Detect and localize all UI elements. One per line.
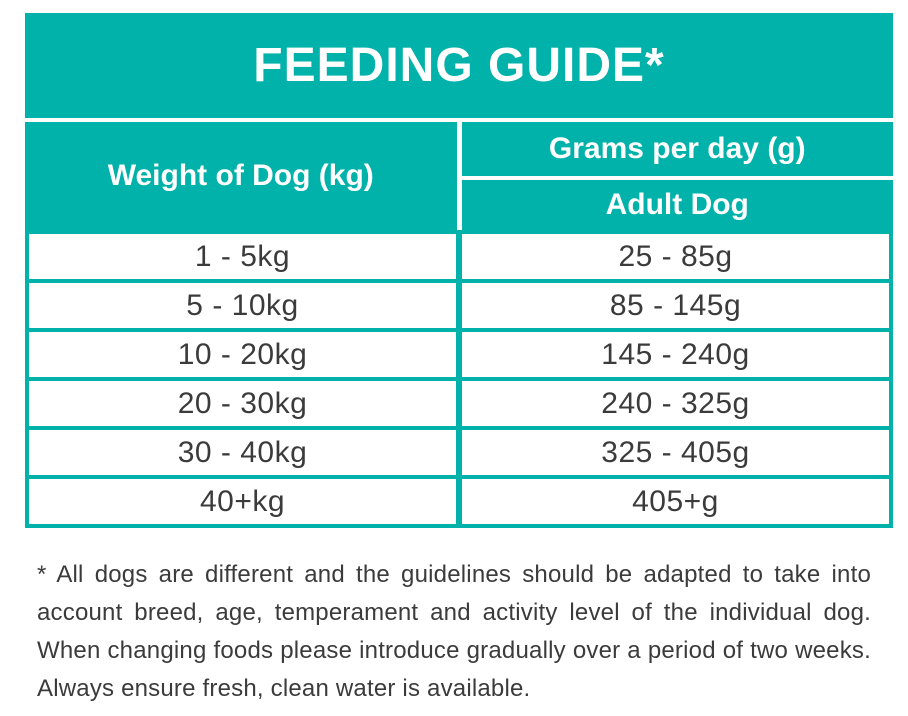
grams-column-header-group: Grams per day (g) Adult Dog xyxy=(461,122,893,230)
grams-cell: 325 - 405g xyxy=(457,426,893,479)
weight-column-header-label: Weight of Dog (kg) xyxy=(107,159,374,192)
adult-dog-subheader: Adult Dog xyxy=(461,180,893,230)
page-title: FEEDING GUIDE* xyxy=(253,39,665,92)
table-row: 30 - 40kg 325 - 405g xyxy=(25,426,893,479)
grams-cell: 25 - 85g xyxy=(457,230,893,283)
table-row: 1 - 5kg 25 - 85g xyxy=(25,230,893,283)
weight-cell: 10 - 20kg xyxy=(25,328,462,381)
feeding-table: 1 - 5kg 25 - 85g 5 - 10kg 85 - 145g 10 -… xyxy=(25,230,893,528)
grams-column-header: Grams per day (g) xyxy=(461,122,893,176)
weight-cell: 30 - 40kg xyxy=(25,426,462,479)
grams-cell: 240 - 325g xyxy=(457,377,893,430)
table-row: 10 - 20kg 145 - 240g xyxy=(25,328,893,381)
table-header: Weight of Dog (kg) Grams per day (g) Adu… xyxy=(25,122,893,230)
grams-cell: 405+g xyxy=(457,475,893,528)
footnote: * All dogs are different and the guideli… xyxy=(37,561,871,702)
grams-column-header-label: Grams per day (g) xyxy=(548,132,806,165)
table-row: 5 - 10kg 85 - 145g xyxy=(25,279,893,332)
feeding-guide-banner: FEEDING GUIDE* xyxy=(25,13,893,118)
weight-cell: 20 - 30kg xyxy=(25,377,462,430)
grams-cell: 145 - 240g xyxy=(457,328,893,381)
weight-column-header: Weight of Dog (kg) xyxy=(25,122,457,230)
weight-cell: 1 - 5kg xyxy=(25,230,462,283)
weight-cell: 40+kg xyxy=(25,475,462,528)
table-row: 40+kg 405+g xyxy=(25,475,893,528)
grams-cell: 85 - 145g xyxy=(457,279,893,332)
table-row: 20 - 30kg 240 - 325g xyxy=(25,377,893,430)
weight-cell: 5 - 10kg xyxy=(25,279,462,332)
adult-dog-subheader-label: Adult Dog xyxy=(605,188,749,221)
